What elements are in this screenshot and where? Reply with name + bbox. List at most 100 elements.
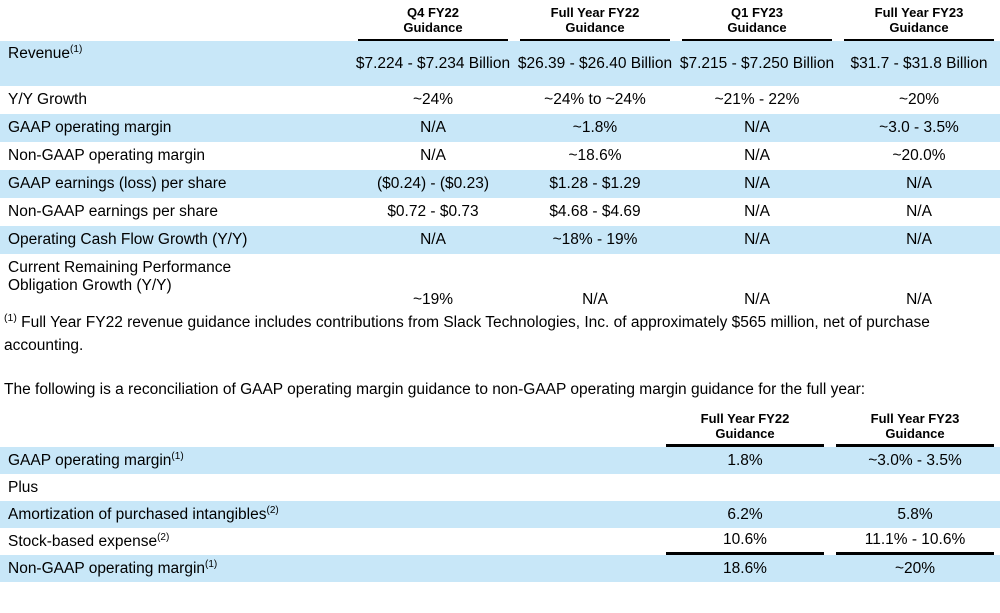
column-header-line2: Guidance [715, 426, 775, 441]
cell-value: $26.39 - $26.40 Billion [517, 54, 673, 72]
row-gaap-operating-margin: GAAP operating margin(1) 1.8% ~3.0% - 3.… [0, 447, 1000, 474]
footnote-marker: (1) [171, 450, 184, 462]
cell-value: ~21% - 22% [714, 91, 800, 108]
row-stock-based-expense: Stock-based expense(2) 10.6% 11.1% - 10.… [0, 528, 1000, 555]
column-header-full-year-fy23: Full Year FY23 Guidance [838, 0, 1000, 41]
cell-value: ~18.6% [568, 147, 622, 164]
cell-value: ($0.24) - ($0.23) [377, 175, 489, 192]
row-label: GAAP earnings (loss) per share [8, 175, 227, 192]
cell-value: N/A [744, 175, 770, 192]
cell-value: N/A [906, 231, 932, 248]
cell-value: ~20.0% [892, 147, 946, 164]
cell-value: ~1.8% [572, 119, 618, 136]
cell-value: N/A [744, 203, 770, 220]
footnote-marker: (2) [157, 531, 170, 543]
row-non-gaap-operating-margin: Non-GAAP operating margin N/A ~18.6% N/A… [0, 142, 1000, 170]
column-header-q4-fy22: Q4 FY22 Guidance [352, 0, 514, 41]
cell-value: ~24% [412, 91, 454, 108]
cell-value: $7.215 - $7.250 Billion [679, 54, 835, 72]
cell-value: ~20% [894, 559, 936, 577]
column-header-line2: Guidance [403, 20, 463, 35]
footnote-marker: (1) [4, 311, 17, 324]
column-header-q1-fy23: Q1 FY23 Guidance [676, 0, 838, 41]
cell-value: $7.224 - $7.234 Billion [355, 54, 511, 72]
cell-value: ~18% - 19% [552, 231, 638, 248]
column-header-full-year-fy22: Full Year FY22 Guidance [660, 401, 830, 447]
cell-value: $0.72 - $0.73 [387, 203, 479, 220]
column-header-full-year-fy22: Full Year FY22 Guidance [514, 0, 676, 41]
cell-value: 5.8% [897, 505, 933, 523]
row-plus: Plus [0, 474, 1000, 501]
header-empty-cell [0, 0, 352, 41]
reconciliation-intro-paragraph: The following is a reconciliation of GAA… [4, 381, 866, 398]
footnote-text: Full Year FY22 revenue guidance includes… [4, 314, 930, 354]
cell-value: ~20% [898, 91, 940, 108]
row-label: GAAP operating margin [8, 119, 172, 136]
row-gaap-eps: GAAP earnings (loss) per share ($0.24) -… [0, 170, 1000, 198]
row-operating-cash-flow-growth: Operating Cash Flow Growth (Y/Y) N/A ~18… [0, 226, 1000, 254]
column-header-line1: Q4 FY22 [406, 5, 460, 20]
cell-value: 1.8% [727, 451, 763, 469]
cell-value [660, 474, 830, 501]
row-label: Plus [8, 478, 39, 496]
cell-value: 11.1% - 10.6% [836, 528, 994, 555]
row-label: Operating Cash Flow Growth (Y/Y) [8, 231, 248, 248]
row-label: Revenue(1) [8, 43, 83, 62]
cell-value: ~3.0 - 3.5% [879, 119, 959, 136]
cell-value: N/A [582, 291, 608, 308]
cell-value: 6.2% [727, 505, 763, 523]
row-non-gaap-operating-margin: Non-GAAP operating margin(1) 18.6% ~20% [0, 555, 1000, 582]
column-header-line2: Guidance [565, 20, 625, 35]
cell-value: N/A [420, 231, 446, 248]
column-header-line1: Q1 FY23 [730, 5, 784, 20]
column-header-line2: Guidance [727, 20, 787, 35]
row-label: Non-GAAP operating margin [8, 147, 206, 164]
row-label: Non-GAAP operating margin(1) [8, 558, 218, 577]
column-header-line1: Full Year FY22 [550, 5, 640, 20]
row-yy-growth: Y/Y Growth ~24% ~24% to ~24% ~21% - 22% … [0, 86, 1000, 114]
row-label: Amortization of purchased intangibles(2) [8, 504, 279, 523]
column-header-line1: Full Year FY23 [870, 411, 960, 426]
footnote-marker: (1) [70, 43, 83, 55]
column-header-line1: Full Year FY23 [874, 5, 964, 20]
cell-value: N/A [420, 147, 446, 164]
row-label: GAAP operating margin(1) [8, 450, 184, 469]
column-header-line1: Full Year FY22 [700, 411, 790, 426]
footnote-marker: (1) [205, 558, 218, 570]
cell-value: $4.68 - $4.69 [549, 203, 641, 220]
cell-value: 18.6% [723, 559, 767, 577]
cell-value: 10.6% [666, 528, 824, 555]
column-header-line2: Guidance [885, 426, 945, 441]
cell-value: ~19% [412, 291, 454, 308]
row-label: Stock-based expense(2) [8, 531, 170, 550]
cell-value: N/A [906, 203, 932, 220]
row-label: Current Remaining Performance Obligation… [8, 259, 232, 294]
footnote-marker: (2) [266, 504, 279, 516]
reconciliation-table: Full Year FY22 Guidance Full Year FY23 G… [0, 401, 1000, 582]
reconciliation-header-row: Full Year FY22 Guidance Full Year FY23 G… [0, 401, 1000, 447]
row-label: Non-GAAP earnings per share [8, 203, 218, 220]
header-empty-cell [0, 401, 660, 447]
footnote-1: (1) Full Year FY22 revenue guidance incl… [0, 310, 935, 357]
cell-value: ~3.0% - 3.5% [868, 451, 962, 469]
row-label: Y/Y Growth [8, 91, 87, 108]
row-non-gaap-eps: Non-GAAP earnings per share $0.72 - $0.7… [0, 198, 1000, 226]
column-header-full-year-fy23: Full Year FY23 Guidance [830, 401, 1000, 447]
cell-value: $31.7 - $31.8 Billion [850, 54, 988, 72]
cell-value: N/A [744, 231, 770, 248]
row-amortization-intangibles: Amortization of purchased intangibles(2)… [0, 501, 1000, 528]
cell-value: N/A [744, 119, 770, 136]
cell-value: N/A [420, 119, 446, 136]
cell-value: N/A [744, 147, 770, 164]
cell-value: $1.28 - $1.29 [549, 175, 641, 192]
cell-value: N/A [906, 291, 932, 308]
cell-value: N/A [744, 291, 770, 308]
column-header-line2: Guidance [889, 20, 949, 35]
cell-value: ~24% to ~24% [544, 91, 646, 108]
guidance-table-header-row: Q4 FY22 Guidance Full Year FY22 Guidance… [0, 0, 1000, 41]
row-crpo-growth: Current Remaining Performance Obligation… [0, 254, 1000, 310]
cell-value: N/A [906, 175, 932, 192]
cell-value [830, 474, 1000, 501]
guidance-table: Q4 FY22 Guidance Full Year FY22 Guidance… [0, 0, 1000, 310]
